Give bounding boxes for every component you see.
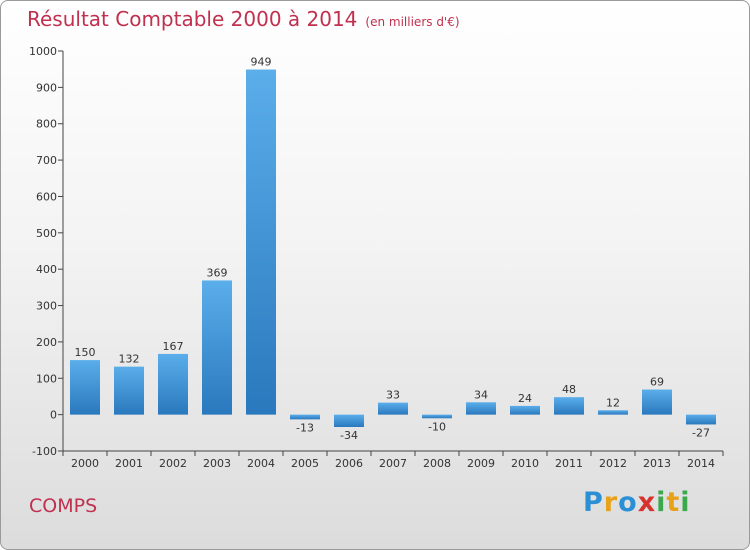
data-label: -10 [428, 420, 446, 433]
data-label: 949 [251, 56, 272, 69]
x-tick-label: 2009 [467, 457, 495, 470]
logo-letter: o [618, 487, 638, 518]
proxiti-logo: Proxiti [583, 487, 691, 518]
x-tick-label: 2011 [555, 457, 583, 470]
data-label: 12 [606, 396, 620, 409]
bar [510, 405, 540, 415]
commune-name: COMPS [29, 495, 98, 517]
data-label: 34 [474, 388, 488, 401]
logo-letter: i [656, 487, 667, 518]
data-label: 150 [75, 346, 96, 359]
y-tick-label: 100 [36, 372, 57, 385]
y-tick-label: 300 [36, 300, 57, 313]
logo-letter: P [583, 487, 604, 518]
bar [642, 389, 672, 415]
y-tick-label: 700 [36, 154, 57, 167]
bar [554, 397, 584, 415]
unit-note: (en milliers d'€) [365, 15, 460, 29]
x-tick-label: 2004 [247, 457, 275, 470]
logo-letter: i [680, 487, 691, 518]
bar [598, 410, 628, 415]
bar [290, 414, 320, 420]
x-tick-label: 2001 [115, 457, 143, 470]
data-label: 48 [562, 383, 576, 396]
data-label: -13 [296, 421, 314, 434]
bar [422, 414, 452, 419]
data-label: -34 [340, 429, 358, 442]
logo-letter: x [637, 487, 657, 518]
y-tick-label: 600 [36, 190, 57, 203]
bar [378, 402, 408, 415]
x-tick-label: 2007 [379, 457, 407, 470]
data-label: 69 [650, 376, 664, 389]
data-label: 24 [518, 392, 532, 405]
y-tick-label: 800 [36, 118, 57, 131]
x-tick-label: 2002 [159, 457, 187, 470]
bar [158, 353, 188, 415]
data-label: 132 [119, 353, 140, 366]
bar [70, 360, 100, 415]
bar [466, 402, 496, 415]
data-label: 33 [386, 389, 400, 402]
logo-letter: t [666, 487, 681, 518]
x-tick-label: 2013 [643, 457, 671, 470]
bar [246, 69, 276, 415]
x-tick-label: 2014 [687, 457, 715, 470]
y-tick-label: 0 [50, 409, 57, 422]
y-tick-label: 1000 [29, 45, 57, 58]
data-label: -27 [692, 426, 710, 439]
y-tick-label: -100 [32, 445, 57, 458]
x-tick-label: 2006 [335, 457, 363, 470]
data-label: 167 [163, 340, 184, 353]
x-tick-label: 2008 [423, 457, 451, 470]
x-tick-label: 2005 [291, 457, 319, 470]
y-tick-label: 400 [36, 263, 57, 276]
y-tick-label: 200 [36, 336, 57, 349]
x-tick-label: 2003 [203, 457, 231, 470]
bar [202, 280, 232, 415]
data-label: 369 [207, 266, 228, 279]
logo-letter: r [603, 487, 619, 518]
x-tick-label: 2012 [599, 457, 627, 470]
y-tick-label: 500 [36, 227, 57, 240]
y-tick-label: 900 [36, 81, 57, 94]
title-text: Résultat Comptable 2000 à 2014 [27, 7, 358, 31]
bar [686, 414, 716, 425]
chart-title: Résultat Comptable 2000 à 2014 (en millie… [27, 7, 460, 31]
bar [334, 414, 364, 427]
x-tick-label: 2010 [511, 457, 539, 470]
bar [114, 366, 144, 415]
x-tick-label: 2000 [71, 457, 99, 470]
